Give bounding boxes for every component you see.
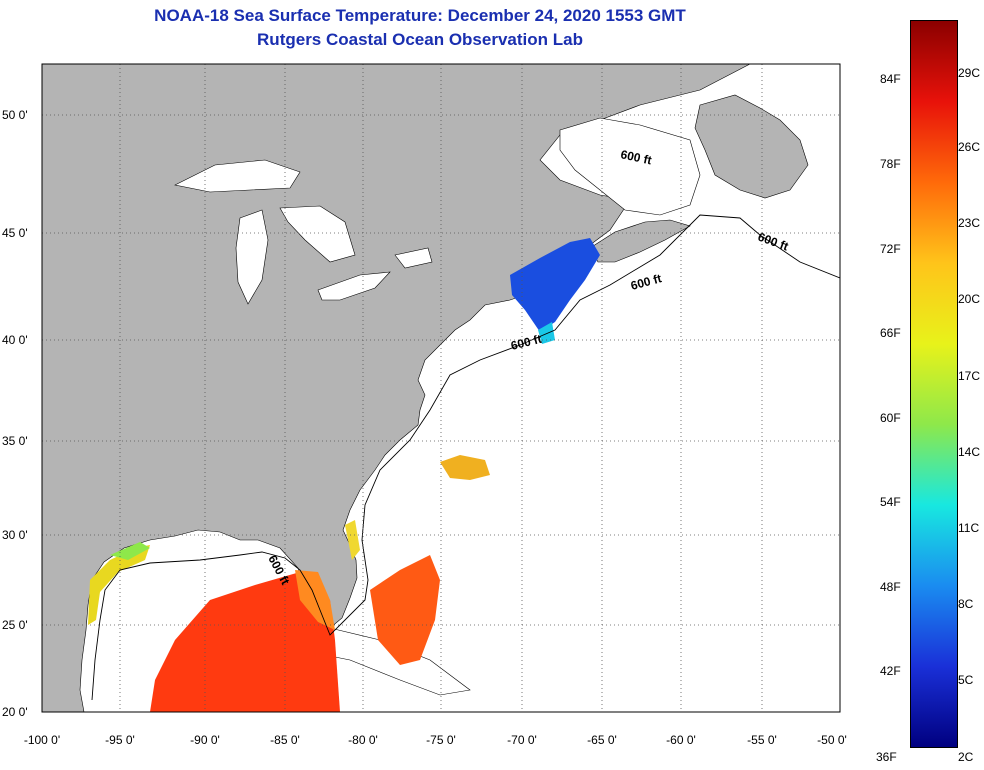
colorbar-c-label: 8C bbox=[958, 597, 974, 611]
sst-atlantic-bahamas bbox=[370, 555, 440, 665]
lon-label: -80 0' bbox=[348, 733, 378, 747]
lat-lon-grid bbox=[42, 64, 840, 712]
nova-scotia-land bbox=[589, 219, 691, 263]
colorbar-c-label: 29C bbox=[958, 66, 981, 80]
newfoundland-land bbox=[694, 94, 809, 199]
great-lakes bbox=[174, 159, 433, 305]
map-frame bbox=[41, 63, 841, 713]
lat-label: 50 0' bbox=[2, 108, 28, 122]
colorbar-f-label: 66F bbox=[880, 326, 901, 340]
colorbar-f-label: 72F bbox=[880, 242, 901, 256]
lat-label: 25 0' bbox=[2, 618, 28, 632]
lon-label: -55 0' bbox=[747, 733, 777, 747]
gulf-st-lawrence-water bbox=[559, 117, 701, 216]
colorbar-f-label: 78F bbox=[880, 157, 901, 171]
sst-texas-coast bbox=[88, 545, 150, 625]
lat-label: 20 0' bbox=[2, 705, 28, 719]
colorbar-f-label: 36F bbox=[876, 750, 897, 764]
sst-florida-coast bbox=[345, 520, 360, 560]
colorbar-c-label: 14C bbox=[958, 445, 981, 459]
lon-label: -60 0' bbox=[666, 733, 696, 747]
lon-label: -100 0' bbox=[24, 733, 60, 747]
sst-gulf-warm bbox=[150, 572, 340, 712]
lon-label: -90 0' bbox=[190, 733, 220, 747]
colorbar-c-label: 17C bbox=[958, 369, 981, 383]
lon-label: -65 0' bbox=[587, 733, 617, 747]
colorbar-f-label: 84F bbox=[880, 72, 901, 86]
colorbar-c-label: 20C bbox=[958, 292, 981, 306]
sst-green-patch bbox=[110, 542, 150, 560]
lon-label: -95 0' bbox=[105, 733, 135, 747]
colorbar-f-label: 54F bbox=[880, 495, 901, 509]
lat-label: 30 0' bbox=[2, 528, 28, 542]
temperature-colorbar bbox=[910, 20, 958, 748]
colorbar-c-label: 26C bbox=[958, 140, 981, 154]
map-title: NOAA-18 Sea Surface Temperature: Decembe… bbox=[154, 6, 686, 25]
lat-label: 35 0' bbox=[2, 434, 28, 448]
lon-label: -75 0' bbox=[426, 733, 456, 747]
colorbar-c-label: 23C bbox=[958, 216, 981, 230]
lat-label: 40 0' bbox=[2, 333, 28, 347]
lat-label: 45 0' bbox=[2, 226, 28, 240]
map-subtitle: Rutgers Coastal Ocean Observation Lab bbox=[257, 30, 583, 49]
sst-cyan-spot bbox=[538, 322, 555, 344]
colorbar-c-label: 2C bbox=[958, 750, 974, 764]
sst-atlantic-north bbox=[440, 455, 490, 480]
lon-label: -50 0' bbox=[817, 733, 847, 747]
contour-label: 600 ft bbox=[619, 147, 653, 167]
sst-gulf-orange bbox=[295, 570, 335, 630]
colorbar-c-label: 5C bbox=[958, 673, 974, 687]
colorbar-c-label: 11C bbox=[958, 521, 980, 535]
colorbar-f-label: 42F bbox=[880, 664, 901, 678]
sst-cold-patch bbox=[510, 238, 600, 332]
colorbar-f-label: 60F bbox=[880, 411, 901, 425]
lon-label: -85 0' bbox=[270, 733, 300, 747]
lon-label: -70 0' bbox=[507, 733, 537, 747]
600ft-contour bbox=[91, 214, 840, 701]
colorbar-f-label: 48F bbox=[880, 580, 901, 594]
